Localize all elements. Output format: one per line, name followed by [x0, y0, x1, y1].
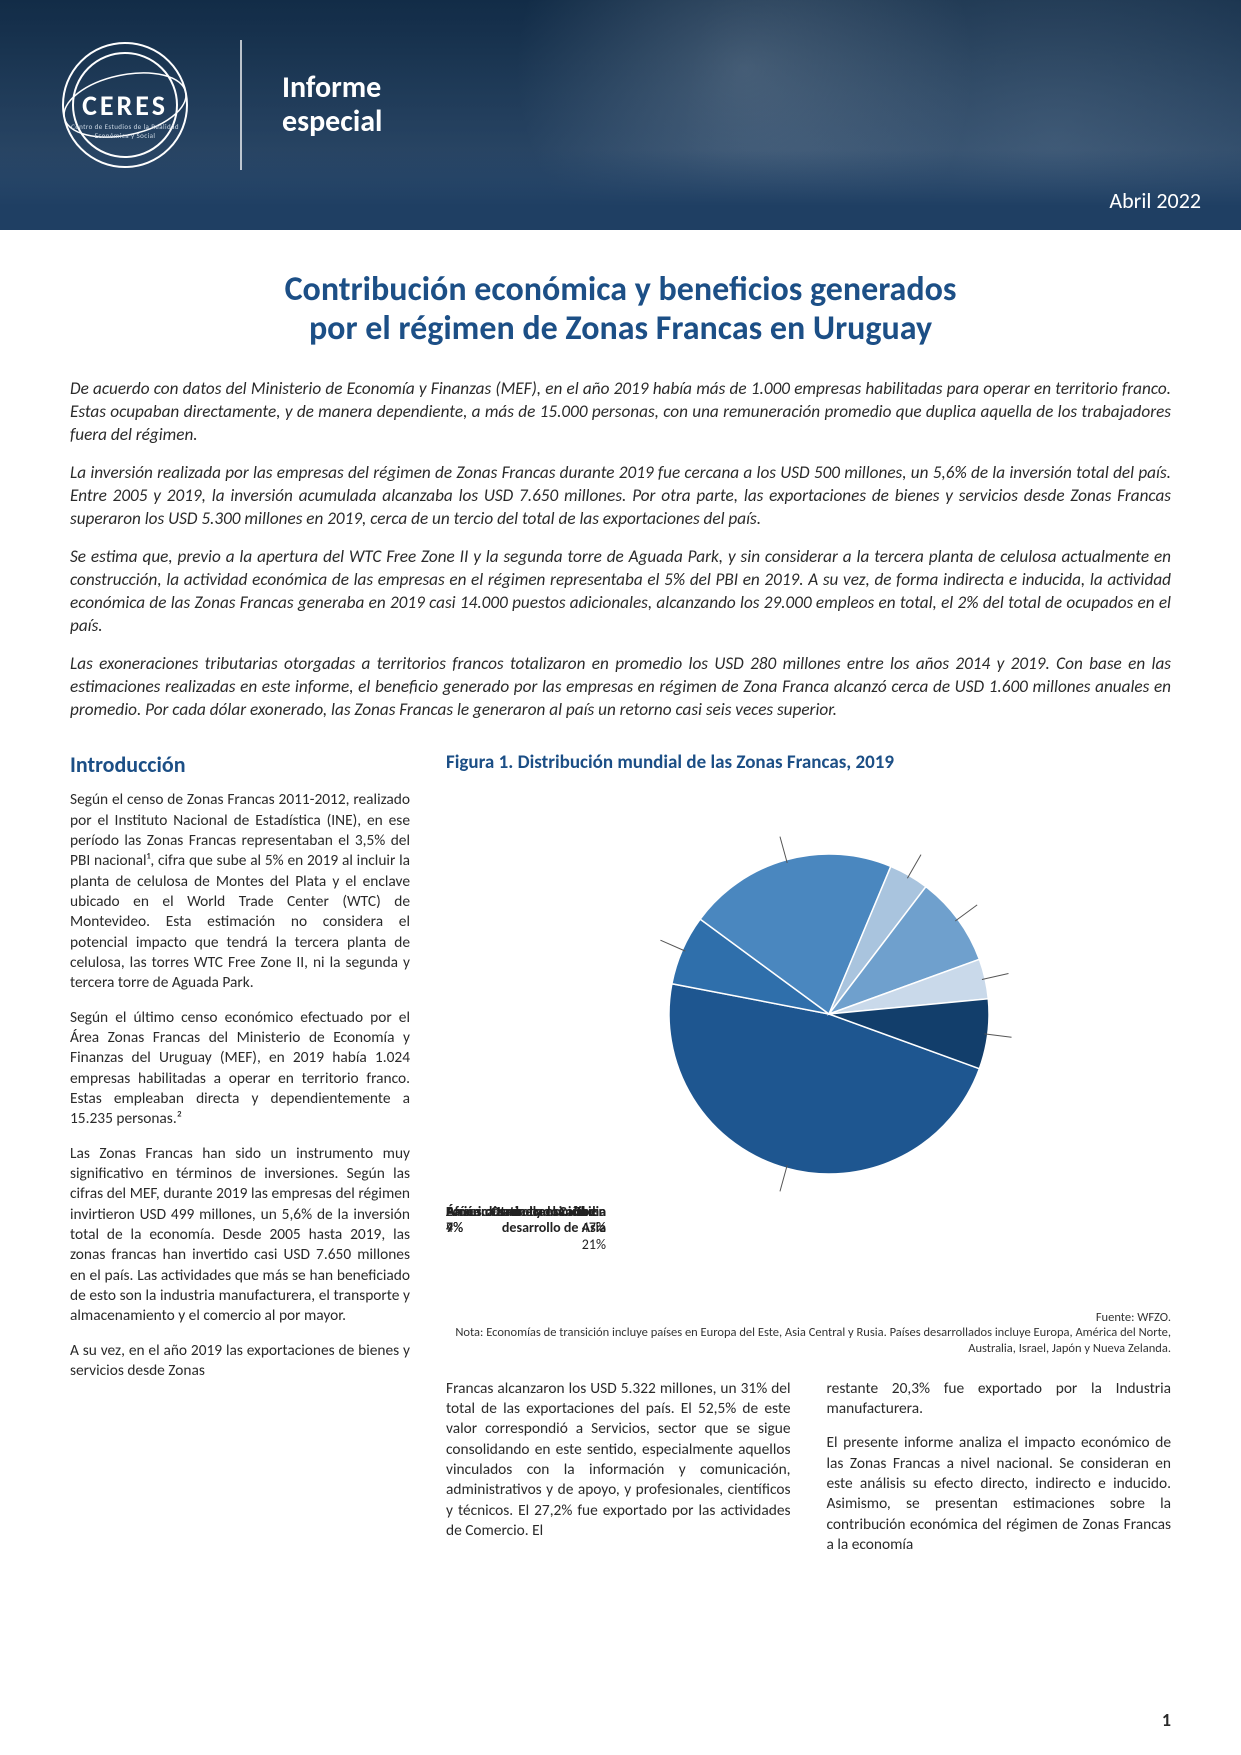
banner-date: Abril 2022	[1109, 187, 1201, 214]
lower-c1: Francas alcanzaron los USD 5.322 millone…	[446, 1379, 791, 1542]
figure1-source: Fuente: WFZO.	[446, 1310, 1171, 1325]
ceres-logo: CERES Centro de Estudios de la Realidad …	[50, 30, 200, 180]
logo-subtext: Centro de Estudios de la Realidad Económ…	[65, 122, 185, 140]
banner-title-line1: Informe	[282, 71, 382, 106]
lower-c2a: restante 20,3% fue exportado por la Indu…	[827, 1379, 1172, 1420]
figure1-title: Figura 1. Distribución mundial de las Zo…	[446, 751, 1171, 774]
summary-p4: Las exoneraciones tributarias otorgadas …	[70, 653, 1171, 721]
summary-p3: Se estima que, previo a la apertura del …	[70, 546, 1171, 637]
lower-text-columns: Francas alcanzaron los USD 5.322 millone…	[446, 1379, 1171, 1570]
figure1-note: Nota: Economías de transición incluye pa…	[446, 1325, 1171, 1356]
intro-p3: Las Zonas Francas han sido un instrument…	[70, 1144, 410, 1327]
intro-column: Introducción Según el censo de Zonas Fra…	[70, 751, 410, 1569]
intro-p1: Según el censo de Zonas Francas 2011-201…	[70, 790, 410, 993]
pie-chart-svg	[589, 784, 1029, 1204]
banner-title: Informe especial	[282, 71, 382, 140]
summary-p2: La inversión realizada por las empresas …	[70, 462, 1171, 530]
summary-p1: De acuerdo con datos del Ministerio de E…	[70, 378, 1171, 446]
intro-p4: A su vez, en el año 2019 las exportacion…	[70, 1341, 410, 1382]
intro-heading: Introducción	[70, 751, 410, 778]
lower-c2b: El presente informe analiza el impacto e…	[827, 1433, 1172, 1555]
pie-label: Países desarrollados7%	[446, 1204, 564, 1236]
logo-text: CERES	[82, 88, 168, 123]
page-number: 1	[1162, 1709, 1171, 1731]
intro-p2: Según el último censo económico efectuad…	[70, 1008, 410, 1130]
banner-title-line2: especial	[282, 105, 382, 140]
executive-summary: De acuerdo con datos del Ministerio de E…	[70, 378, 1171, 721]
header-banner: CERES Centro de Estudios de la Realidad …	[0, 0, 1241, 230]
banner-divider	[240, 40, 242, 170]
page-title: Contribución económica y beneficios gene…	[131, 270, 1111, 348]
figure1-chart: China47%India7%Otras economías en desarr…	[446, 784, 1171, 1304]
